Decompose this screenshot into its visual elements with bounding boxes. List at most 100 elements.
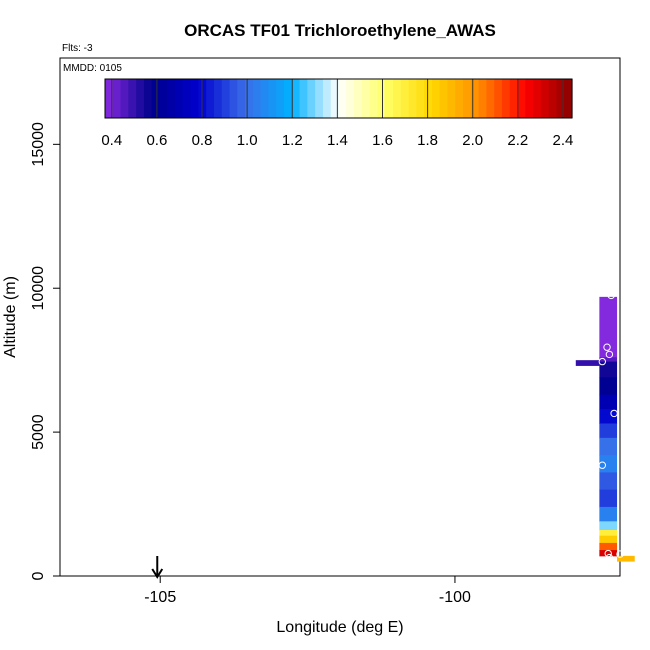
location-marker [151, 556, 164, 579]
y-axis: 0 5000 10000 15000 [30, 122, 60, 580]
data-point [603, 343, 611, 351]
colorbar-cell [346, 79, 355, 118]
colorbar-cell [424, 79, 433, 118]
colorbar-tick-label: 0.6 [146, 132, 167, 149]
marker-head [151, 568, 164, 579]
data-point [604, 549, 612, 558]
colorbar-cell [213, 79, 223, 118]
colorbar-cell [229, 79, 238, 118]
colorbar-cell [221, 79, 231, 118]
profile-segment [599, 472, 618, 491]
colorbar-cell [400, 79, 410, 118]
y-tick-label: 0 [30, 571, 47, 580]
colorbar-cell [245, 79, 254, 118]
profile-segment [599, 506, 618, 522]
colorbar-cell [501, 79, 511, 118]
colorbar [105, 79, 573, 118]
colorbar-cell [361, 79, 371, 118]
colorbar-tick-label: 1.6 [372, 132, 393, 149]
colorbar-border [104, 78, 573, 119]
y-tick-label: 10000 [30, 266, 47, 311]
colorbar-cell [470, 79, 480, 118]
colorbar-cell [455, 79, 464, 118]
y-axis-label: Altitude (m) [2, 276, 19, 358]
colorbar-cell [315, 79, 324, 118]
y-tick-label: 5000 [30, 414, 47, 450]
colorbar-cell [478, 79, 487, 118]
colorbar-cell [260, 79, 270, 118]
data-point [605, 350, 614, 359]
y-tick-label: 15000 [30, 122, 47, 167]
colorbar-tick-label: 1.2 [282, 132, 303, 149]
colorbar-cell [431, 79, 441, 118]
chart-title: ORCAS TF01 Trichloroethylene_AWAS [184, 21, 496, 40]
colorbar-cell [416, 79, 425, 118]
profile-segment [599, 455, 618, 473]
profile-segment [599, 394, 618, 410]
data-point [616, 550, 624, 558]
colorbar-cell [330, 79, 340, 118]
profile-segment [599, 423, 618, 439]
colorbar-cell [284, 79, 293, 118]
colorbar-tick-label: 1.0 [237, 132, 258, 149]
colorbar-cell [322, 79, 332, 118]
data-point [607, 291, 615, 300]
colorbar-ticks: 0.4 0.6 0.8 1.0 1.2 1.4 1.6 1.8 2.0 2.2 2.4 [101, 78, 573, 149]
data-point [598, 357, 607, 366]
colorbar-cell [198, 79, 207, 118]
profile-segment [599, 489, 618, 508]
colorbar-cell [354, 79, 363, 118]
profile-segment [599, 357, 618, 363]
x-axis: -105 -100 [144, 576, 471, 606]
colorbar-cell [533, 79, 542, 118]
colorbar-cell [167, 79, 176, 118]
data-point [598, 461, 607, 469]
x-tick-label: -105 [144, 589, 176, 606]
profile-segment [599, 409, 618, 424]
colorbar-cell [564, 79, 573, 118]
colorbar-cell [143, 79, 153, 118]
colorbar-cell [120, 79, 129, 118]
colorbar-tick-label: 1.4 [327, 132, 348, 149]
colorbar-cell [509, 79, 519, 118]
colorbar-cell [268, 79, 277, 118]
colorbar-cell [291, 79, 301, 118]
colorbar-cell [252, 79, 262, 118]
profile-segment [617, 555, 635, 562]
colorbar-cell [548, 79, 558, 118]
profile-segment [599, 377, 618, 396]
profile-segment [599, 437, 618, 456]
colorbar-cell [299, 79, 308, 118]
profile-segment [599, 550, 618, 557]
colorbar-cell [525, 79, 534, 118]
colorbar-cell [540, 79, 550, 118]
profile-segment [575, 360, 600, 366]
profile-segment [599, 296, 618, 358]
colorbar-cell [408, 79, 417, 118]
sample-points [598, 291, 624, 562]
colorbar-tick-label: 0.4 [101, 132, 122, 149]
colorbar-cell [338, 79, 347, 118]
colorbar-cell [392, 79, 402, 118]
colorbar-cell [369, 79, 379, 118]
colorbar-cell [112, 79, 122, 118]
colorbar-cell [159, 79, 168, 118]
colorbar-tick-label: 2.2 [507, 132, 528, 149]
profile-segment [599, 361, 618, 378]
colorbar-cell [517, 79, 526, 118]
colorbar-tick-label: 0.8 [192, 132, 213, 149]
colorbar-cell [206, 79, 215, 118]
profile-segment [599, 529, 618, 537]
colorbar-cell [486, 79, 495, 118]
colorbar-tick-label: 1.8 [417, 132, 438, 149]
x-tick-label: -100 [439, 589, 471, 606]
colorbar-cell [463, 79, 472, 118]
plot-frame [59, 57, 621, 577]
flts-label: Flts: -3 [62, 43, 93, 54]
colorbar-cell [105, 79, 114, 118]
colorbar-cell [447, 79, 456, 118]
colorbar-tick-label: 2.0 [462, 132, 483, 149]
data-point [605, 553, 614, 562]
profile-segment [599, 521, 618, 531]
